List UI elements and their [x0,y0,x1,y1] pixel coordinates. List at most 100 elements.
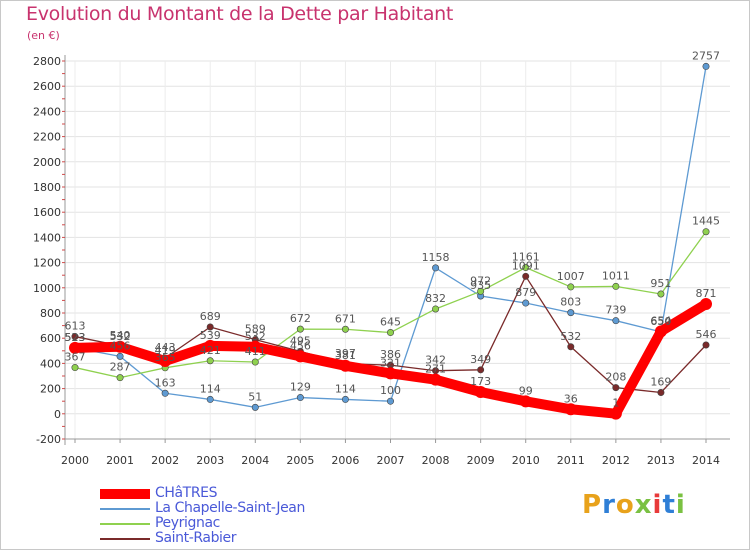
data-label: 381 [335,349,356,362]
y-tick-label: 200 [40,383,61,396]
data-label: 365 [155,351,176,364]
data-label: 532 [245,330,266,343]
data-point [567,283,575,291]
data-labels: 523 456 163 114 51 129 114 100 1158 935 879 803 739 6… [65,49,721,409]
data-label: 386 [380,348,401,361]
data-point [251,358,259,366]
y-tick-label: 800 [40,307,61,320]
data-point [522,299,530,307]
y-tick-label: 2600 [33,80,61,93]
data-label: 523 [65,331,86,344]
data-point [519,395,532,408]
data-point [384,367,397,380]
data-label: 36 [564,392,578,405]
data-label: 1091 [512,259,540,272]
y-tick-label: -200 [36,433,61,446]
data-label: 129 [290,381,311,394]
data-label: 654 [650,314,671,327]
axes [62,55,730,445]
grid [65,60,730,440]
data-label: 100 [380,384,401,397]
data-label: 287 [110,361,131,374]
proxiti-logo: Proxiti [582,490,686,520]
data-point [654,325,667,338]
x-tick-label: 2014 [692,454,720,467]
legend-label: Saint-Rabier [155,530,237,546]
data-point [296,394,304,402]
data-point [700,298,712,311]
y-tick-label: 0 [54,408,61,421]
data-point [249,340,262,353]
data-label: 589 [245,323,266,336]
data-label: 972 [470,274,491,287]
data-point [294,350,307,363]
data-point [702,341,710,349]
data-point [71,364,79,372]
data-label: 650 [650,315,671,328]
data-label: 114 [200,382,221,395]
x-tick-label: 2003 [196,454,224,467]
data-label: 321 [380,356,401,369]
data-label: 411 [245,345,266,358]
data-label: 523 [65,331,86,344]
tick-labels: -200 0 200 400 600 800 1000 1200 1400 1600 1800 200… [33,55,720,467]
data-label: 169 [650,376,671,389]
data-label: 540 [110,329,131,342]
y-tick-label: 400 [40,357,61,370]
data-label: 51 [248,390,262,403]
data-label: 208 [605,371,626,384]
data-point [206,357,214,365]
y-tick-label: 2000 [33,156,61,169]
data-point [522,272,530,280]
data-point [206,323,214,331]
data-label: 1158 [422,251,450,264]
x-tick-label: 2010 [512,454,540,467]
data-label: 832 [425,292,446,305]
data-label: 421 [200,344,221,357]
x-tick-label: 2004 [241,454,269,467]
data-label: 367 [65,351,86,364]
data-point [116,374,124,382]
data-point [206,395,214,403]
data-label: 443 [155,341,176,354]
data-label: 173 [470,375,491,388]
data-label: 871 [696,287,717,300]
data-label: 689 [200,310,221,323]
data-label: 163 [155,376,176,389]
chart-subtitle: (en €) [27,29,60,42]
data-point [702,62,710,70]
data-point [114,340,127,353]
x-tick-label: 2012 [602,454,630,467]
legend-swatch-la-chapelle-saint-jean [100,508,150,510]
x-tick-label: 2005 [286,454,314,467]
legend-label: La Chapelle-Saint-Jean [155,500,305,516]
data-label: 1 [612,397,619,410]
data-point [251,403,259,411]
data-label: 671 [335,312,356,325]
data-label: 99 [519,384,533,397]
x-tick-label: 2002 [151,454,179,467]
data-label: 803 [560,296,581,309]
data-point [204,339,217,352]
data-point [429,373,442,386]
data-point [657,290,665,298]
data-point [609,407,622,420]
y-tick-label: 1800 [33,181,61,194]
x-tick-label: 2011 [557,454,585,467]
data-label: 1445 [692,215,720,228]
data-label: 672 [290,312,311,325]
data-label: 1007 [557,270,585,283]
data-point [159,355,172,368]
data-label: 532 [110,330,131,343]
y-tick-label: 2400 [33,105,61,118]
series-group [69,62,712,420]
legend-label: Peyrignac [155,515,220,531]
data-point [296,325,304,333]
data-label: 1161 [512,251,540,264]
logo-letter: t [662,490,676,520]
data-label: 495 [290,334,311,347]
y-tick-label: 2800 [33,55,61,68]
data-point [341,325,349,333]
data-point [564,403,577,416]
logo-letter: i [675,490,686,520]
